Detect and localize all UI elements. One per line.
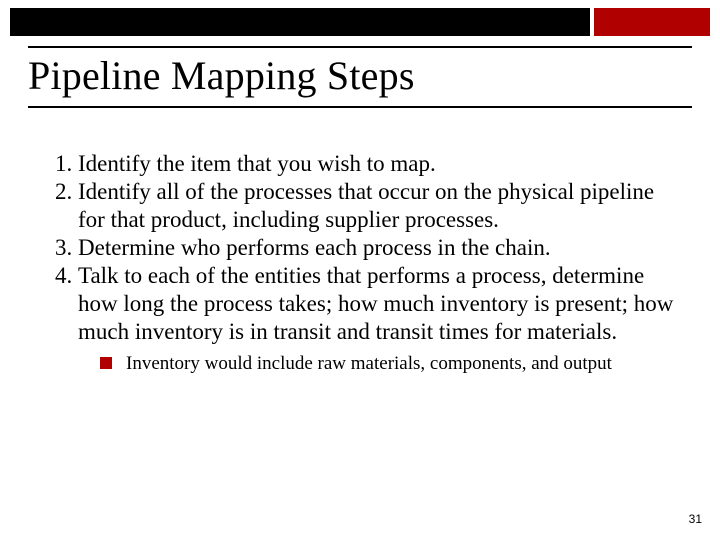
slide: Pipeline Mapping Steps Identify the item… [0, 0, 720, 540]
topbar-black [10, 8, 590, 36]
topbar-red [594, 8, 710, 36]
square-bullet-icon [100, 357, 112, 369]
sub-bullet-text: Inventory would include raw materials, c… [126, 352, 612, 376]
list-item: Determine who performs each process in t… [78, 234, 680, 262]
rule-upper [28, 46, 692, 48]
rule-lower [28, 106, 692, 108]
list-item: Talk to each of the entities that perfor… [78, 262, 680, 346]
content-area: Identify the item that you wish to map. … [40, 150, 680, 376]
slide-title: Pipeline Mapping Steps [28, 52, 415, 99]
steps-list: Identify the item that you wish to map. … [40, 150, 680, 346]
page-number: 31 [689, 512, 702, 526]
list-item: Identify all of the processes that occur… [78, 178, 680, 234]
top-bar [10, 8, 710, 36]
list-item: Identify the item that you wish to map. [78, 150, 680, 178]
sub-bullet-row: Inventory would include raw materials, c… [100, 352, 680, 376]
